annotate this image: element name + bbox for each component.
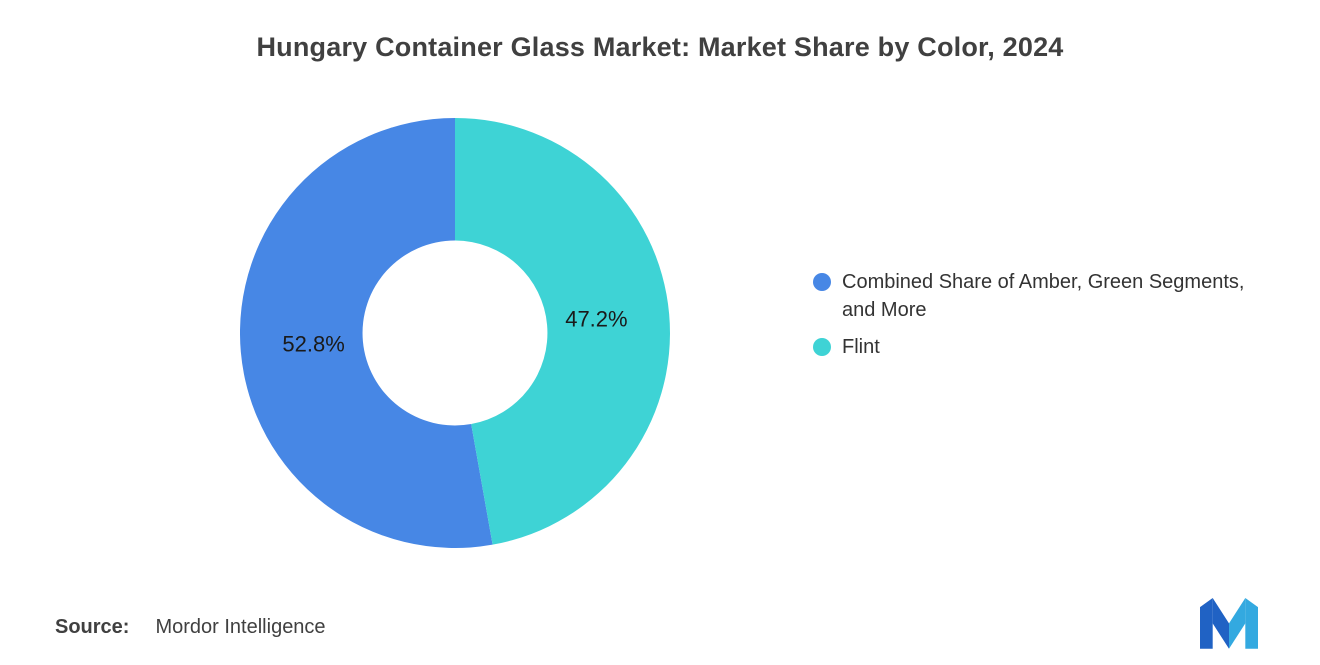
mordor-intelligence-logo [1200,596,1258,649]
slice-value-label-1: 52.8% [282,331,344,356]
legend: Combined Share of Amber, Green Segments,… [813,268,1313,370]
logo-m-left-diagonal [1212,598,1229,649]
logo-m-left-bar [1200,598,1213,649]
logo-m-right-diagonal [1229,598,1246,649]
source-value: Mordor Intelligence [155,616,326,638]
donut-svg: 52.8% 47.2% [239,118,670,548]
legend-marker-flint [813,338,831,356]
legend-label-flint: Flint [842,336,880,358]
logo-m-icon [1200,598,1258,649]
chart-title: Hungary Container Glass Market: Market S… [256,32,1064,62]
legend-marker-combined [813,273,831,291]
donut-chart: 52.8% 47.2% [239,118,670,548]
donut-slice-2 [455,118,670,545]
slice-value-label-2: 47.2% [565,306,627,331]
source-label: Source: [55,616,130,638]
legend-label-combined: Combined Share of Amber, Green Segments,… [842,271,1245,321]
legend-item-combined: Combined Share of Amber, Green Segments,… [813,268,1313,324]
donut-slice-1 [239,118,493,548]
legend-item-flint: Flint [813,333,1313,361]
logo-m-right-bar [1245,598,1258,649]
source-line: Source: Mordor Intelligence [55,616,326,639]
